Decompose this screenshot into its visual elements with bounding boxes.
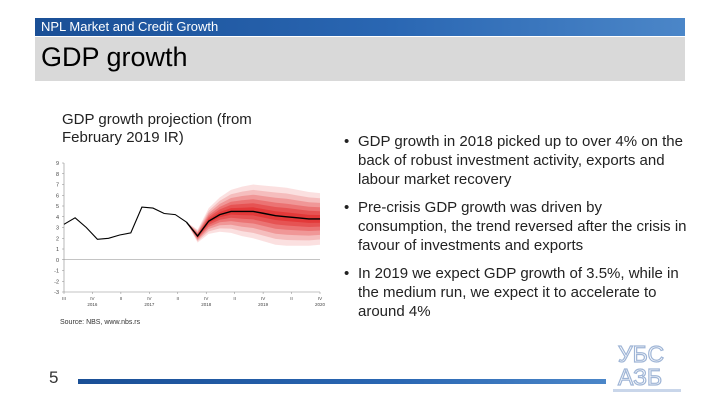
x-tick-year: 2017 xyxy=(144,302,155,307)
bullet-item: In 2019 we expect GDP growth of 3.5%, wh… xyxy=(340,264,690,321)
y-tick-label: 1 xyxy=(56,247,59,253)
fan-band xyxy=(186,199,320,239)
x-tick-label: IV xyxy=(90,296,94,301)
x-tick-label: IV xyxy=(261,296,265,301)
y-axis-ticks: -3 -2 -1 0 1 2 3 4 5 6 7 8 9 xyxy=(54,161,64,296)
slide-title: GDP growth xyxy=(41,42,188,72)
section-title: NPL Market and Credit Growth xyxy=(41,19,219,34)
x-tick-label: II xyxy=(120,296,123,301)
y-tick-label: 5 xyxy=(56,204,59,210)
logo-line-2: АЗБ xyxy=(618,364,662,390)
y-tick-label: 8 xyxy=(56,172,59,178)
page-number: 5 xyxy=(49,368,59,387)
x-tick-year: 2016 xyxy=(87,302,98,307)
x-tick-label: IV xyxy=(204,296,208,301)
footer-bar xyxy=(78,379,606,384)
x-tick-year: 2020 xyxy=(315,302,326,307)
chart-lines xyxy=(63,206,320,240)
logo-underline xyxy=(613,389,681,392)
x-tick-label: III xyxy=(62,296,66,301)
ubs-logo-icon: УБС АЗБ xyxy=(613,340,681,392)
y-tick-label: 0 xyxy=(56,258,59,264)
y-tick-label: 2 xyxy=(56,236,59,242)
x-tick-year: 2019 xyxy=(258,302,269,307)
x-tick-year: 2018 xyxy=(201,302,212,307)
x-tick-label: IV xyxy=(318,296,322,301)
y-tick-label: 4 xyxy=(56,215,59,221)
x-tick-label: II xyxy=(233,296,236,301)
y-tick-label: -3 xyxy=(54,290,59,296)
x-tick-label: II xyxy=(177,296,180,301)
y-tick-label: 6 xyxy=(56,193,59,199)
actual-gdp-line xyxy=(63,206,187,240)
fan-band xyxy=(186,194,320,241)
projection-fan xyxy=(186,184,320,246)
section-header-bar: NPL Market and Credit Growth xyxy=(35,18,685,36)
title-bar: GDP growth xyxy=(35,37,685,81)
y-tick-label: 9 xyxy=(56,161,59,167)
fan-band xyxy=(186,189,320,242)
x-tick-label: II xyxy=(290,296,293,301)
x-tick-label: IV xyxy=(147,296,151,301)
y-tick-label: -2 xyxy=(54,279,59,285)
bullet-item: Pre-crisis GDP growth was driven by cons… xyxy=(340,198,690,255)
fan-band xyxy=(186,203,320,238)
projection-line xyxy=(185,210,320,238)
chart-title: GDP growth projection (from February 201… xyxy=(62,111,252,146)
bullet-list: GDP growth in 2018 picked up to over 4% … xyxy=(340,132,690,330)
logo-line-1: УБС xyxy=(618,341,664,367)
y-tick-label: -1 xyxy=(54,269,59,275)
chart-source: Source: NBS, www.nbs.rs xyxy=(60,319,141,326)
bullet-item: GDP growth in 2018 picked up to over 4% … xyxy=(340,132,690,189)
y-tick-label: 3 xyxy=(56,226,59,232)
y-tick-label: 7 xyxy=(56,183,59,189)
